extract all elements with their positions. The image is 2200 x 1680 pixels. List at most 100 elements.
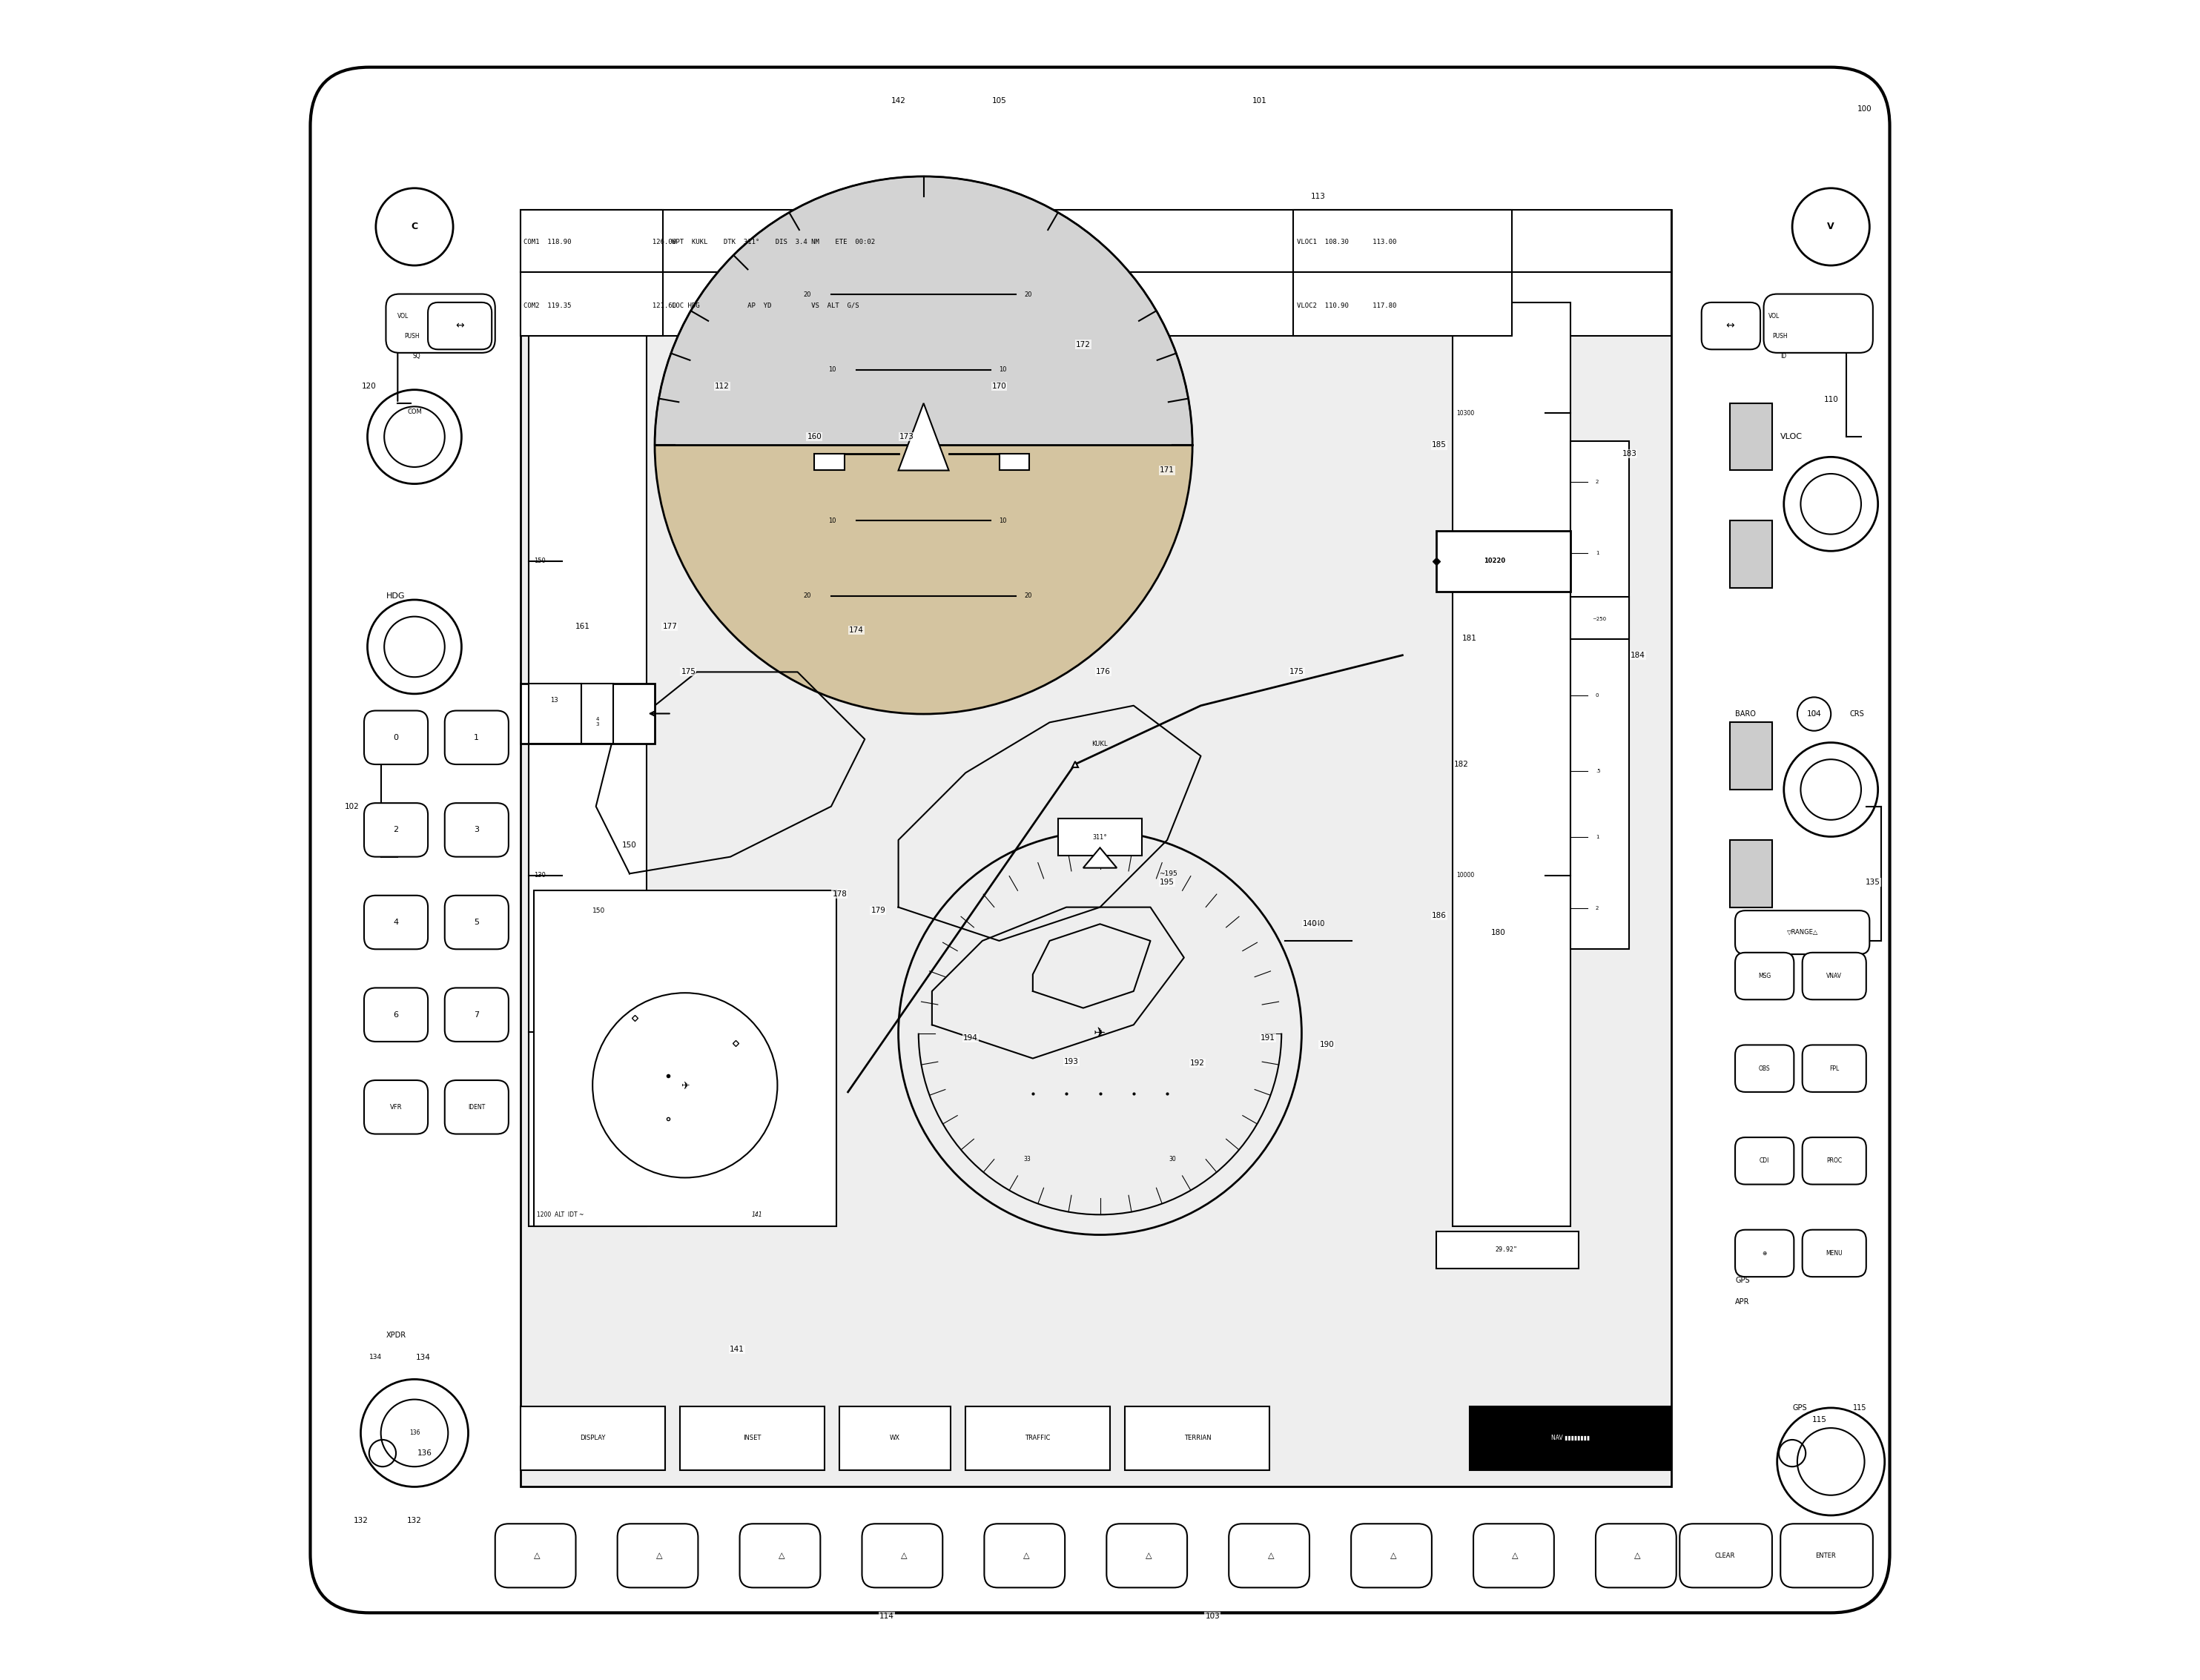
- Bar: [521, 210, 1672, 1487]
- FancyBboxPatch shape: [1474, 1524, 1553, 1588]
- Text: VLOC: VLOC: [1780, 433, 1802, 440]
- Bar: [521, 684, 656, 744]
- Text: 110: 110: [1824, 396, 1839, 403]
- Text: BARO: BARO: [1736, 711, 1756, 717]
- Text: 160: 160: [807, 433, 821, 440]
- Text: C: C: [411, 222, 418, 232]
- Bar: [528, 302, 647, 1226]
- Text: LOC HDG            AP  YD          VS  ALT  G/S: LOC HDG AP YD VS ALT G/S: [671, 302, 858, 309]
- Bar: [1571, 440, 1630, 949]
- Text: △: △: [1390, 1552, 1397, 1559]
- Text: .5: .5: [1595, 617, 1602, 622]
- FancyBboxPatch shape: [1736, 911, 1870, 954]
- Bar: [1437, 1231, 1580, 1268]
- Wedge shape: [656, 176, 1192, 445]
- FancyBboxPatch shape: [618, 1524, 697, 1588]
- Text: 13: 13: [576, 711, 587, 717]
- Text: 4
3: 4 3: [596, 717, 598, 727]
- Text: 136: 136: [418, 1450, 431, 1457]
- Text: 194: 194: [964, 1035, 979, 1042]
- Text: 29.92": 29.92": [1496, 1247, 1518, 1253]
- Text: 10000: 10000: [1456, 872, 1474, 879]
- Text: VNAV: VNAV: [1826, 973, 1841, 979]
- Bar: [1437, 531, 1571, 591]
- FancyBboxPatch shape: [1736, 1137, 1793, 1184]
- Polygon shape: [1082, 848, 1118, 869]
- Text: 2: 2: [394, 827, 398, 833]
- Text: 192: 192: [1190, 1060, 1206, 1067]
- Text: CRS: CRS: [1850, 711, 1863, 717]
- Text: 1: 1: [1595, 551, 1599, 554]
- FancyBboxPatch shape: [862, 1524, 942, 1588]
- Text: NAV ▮▮▮▮▮▮▮▮: NAV ▮▮▮▮▮▮▮▮: [1551, 1435, 1591, 1441]
- Text: HDG: HDG: [385, 593, 405, 600]
- Text: 10220: 10220: [1485, 558, 1505, 564]
- Text: O: O: [1811, 711, 1817, 717]
- Text: 140: 140: [1302, 921, 1318, 927]
- Text: CLEAR: CLEAR: [1714, 1552, 1736, 1559]
- Text: COM2  119.35: COM2 119.35: [524, 302, 572, 309]
- Text: △: △: [1146, 1552, 1151, 1559]
- Text: 4: 4: [394, 919, 398, 926]
- Text: 2: 2: [1595, 479, 1599, 484]
- Text: ✈: ✈: [1093, 1026, 1107, 1040]
- Text: 161: 161: [574, 623, 590, 630]
- Text: 114: 114: [880, 1613, 893, 1620]
- Bar: [1571, 596, 1630, 638]
- Text: 10: 10: [829, 366, 836, 373]
- Bar: [1058, 818, 1142, 855]
- Wedge shape: [656, 445, 1192, 714]
- Text: 10: 10: [829, 517, 836, 524]
- Bar: [521, 210, 1672, 272]
- Text: 115: 115: [1852, 1404, 1866, 1411]
- Text: WX: WX: [889, 1435, 900, 1441]
- Text: 195: 195: [1159, 879, 1175, 885]
- Text: 140: 140: [535, 716, 546, 721]
- Text: 186: 186: [1432, 912, 1448, 919]
- FancyBboxPatch shape: [310, 67, 1890, 1613]
- Text: 10300: 10300: [1456, 410, 1474, 417]
- Bar: [521, 1406, 664, 1470]
- Text: 175: 175: [682, 669, 695, 675]
- Text: 171: 171: [1159, 467, 1175, 474]
- FancyBboxPatch shape: [1780, 1524, 1872, 1588]
- Text: PROC: PROC: [1826, 1158, 1841, 1164]
- FancyBboxPatch shape: [1595, 1524, 1676, 1588]
- Text: 0: 0: [1595, 692, 1599, 697]
- Text: 20: 20: [803, 291, 812, 297]
- Bar: [1729, 403, 1771, 470]
- Text: 20: 20: [1025, 291, 1032, 297]
- Text: 134: 134: [370, 1354, 383, 1361]
- Text: 135: 135: [1866, 879, 1881, 885]
- Bar: [521, 210, 662, 272]
- FancyBboxPatch shape: [444, 988, 508, 1042]
- Text: MENU: MENU: [1826, 1250, 1844, 1257]
- Text: DISPLAY: DISPLAY: [581, 1435, 605, 1441]
- Bar: [1470, 1406, 1672, 1470]
- Text: ↔: ↔: [1725, 321, 1734, 331]
- Bar: [1294, 210, 1511, 272]
- Text: PUSH: PUSH: [405, 333, 420, 339]
- Text: 185: 185: [1432, 442, 1448, 449]
- Text: 126.00: 126.00: [614, 239, 678, 245]
- Text: 175: 175: [1289, 669, 1305, 675]
- Text: ~195: ~195: [1159, 870, 1177, 877]
- Bar: [528, 684, 581, 744]
- Text: ✈: ✈: [680, 1080, 689, 1090]
- FancyBboxPatch shape: [983, 1524, 1065, 1588]
- Text: 183: 183: [1621, 450, 1637, 457]
- Text: 1200  ALT  IDT ~: 1200 ALT IDT ~: [537, 1211, 585, 1218]
- Text: 172: 172: [1076, 341, 1091, 348]
- Text: 181: 181: [1463, 635, 1476, 642]
- Bar: [1729, 840, 1771, 907]
- Text: 2: 2: [1595, 906, 1599, 911]
- Text: 179: 179: [871, 907, 887, 914]
- Text: 10220: 10220: [1456, 558, 1474, 564]
- Text: 120: 120: [361, 383, 376, 390]
- Text: VLOC1  108.30      113.00: VLOC1 108.30 113.00: [1296, 239, 1397, 245]
- Text: 112: 112: [715, 383, 730, 390]
- Bar: [840, 1406, 950, 1470]
- FancyBboxPatch shape: [1351, 1524, 1432, 1588]
- FancyBboxPatch shape: [1736, 1045, 1793, 1092]
- Text: 182: 182: [1454, 761, 1470, 768]
